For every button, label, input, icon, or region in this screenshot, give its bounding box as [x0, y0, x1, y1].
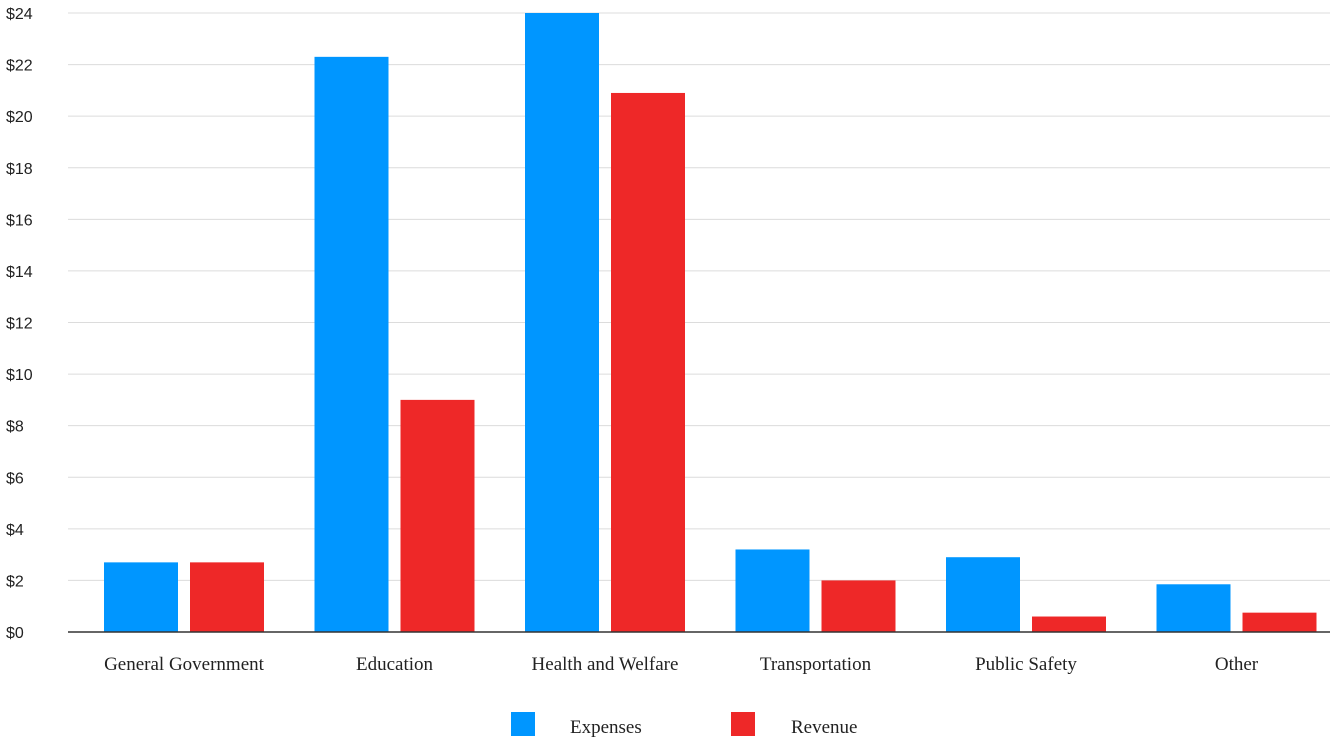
y-tick-label: $6: [6, 470, 24, 487]
bar-revenue-1: [400, 399, 475, 632]
x-tick-label: General Government: [104, 654, 265, 675]
bar-expenses-5: [1156, 584, 1231, 632]
x-tick-label: Transportation: [760, 654, 872, 675]
bar-expenses-1: [314, 56, 389, 633]
legend-label-expenses: Expenses: [570, 717, 642, 738]
bar-revenue-5: [1242, 612, 1317, 632]
bar-revenue-0: [190, 562, 264, 632]
bar-expenses-3: [735, 549, 810, 632]
gridlines: [68, 12, 1330, 581]
bars: [104, 13, 1317, 633]
y-tick-label: $8: [6, 419, 24, 436]
bar-revenue-2: [611, 92, 685, 633]
bar-expenses-4: [946, 557, 1020, 632]
bar-expenses-0: [104, 562, 178, 632]
y-tick-label: $18: [6, 161, 33, 178]
legend-swatch-expenses: [511, 712, 535, 736]
y-tick-label: $4: [6, 522, 24, 539]
x-axis-ticks: General Government Education Health and We…: [104, 654, 1259, 675]
y-tick-label: $20: [6, 109, 33, 126]
bar-revenue-4: [1032, 616, 1106, 632]
legend: Expenses Revenue: [511, 712, 857, 738]
y-tick-label: $12: [6, 316, 33, 333]
legend-swatch-revenue: [731, 712, 755, 736]
y-tick-label: $24: [6, 6, 33, 23]
x-tick-label: Health and Welfare: [532, 654, 679, 675]
y-tick-label: $2: [6, 573, 24, 590]
y-tick-label: $14: [6, 264, 33, 281]
legend-label-revenue: Revenue: [791, 717, 857, 738]
y-tick-label: $16: [6, 212, 33, 229]
x-tick-label: Education: [356, 654, 434, 675]
y-tick-label: $10: [6, 367, 33, 384]
y-tick-label: $0: [6, 625, 24, 642]
bar-revenue-3: [821, 580, 896, 632]
y-axis-ticks: $0 $2 $4 $6 $8 $10 $12 $14 $16 $18 $20 $22 $24: [6, 6, 33, 642]
y-tick-label: $22: [6, 58, 33, 75]
x-tick-label: Public Safety: [975, 654, 1077, 675]
bar-expenses-2: [525, 13, 599, 632]
x-tick-label: Other: [1215, 654, 1259, 675]
